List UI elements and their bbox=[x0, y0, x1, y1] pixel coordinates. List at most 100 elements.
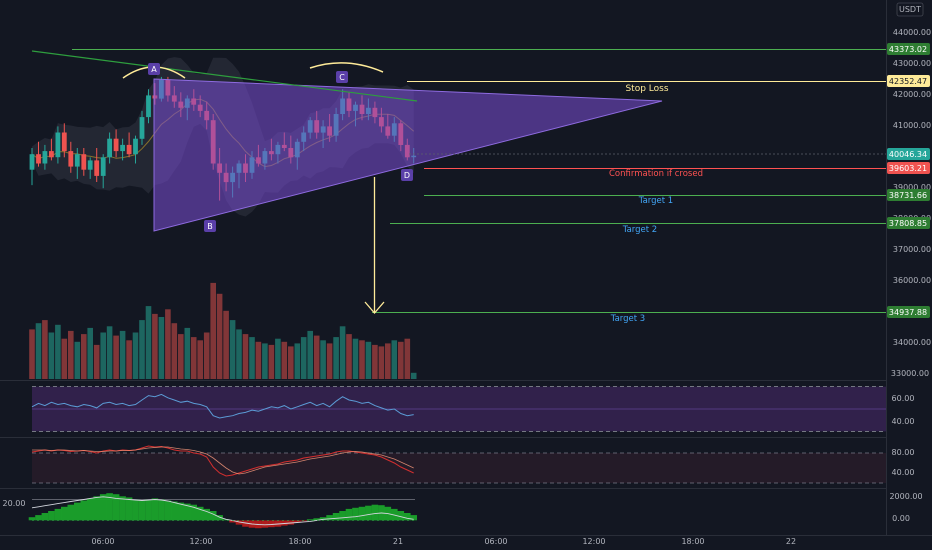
volume-bar bbox=[268, 344, 275, 379]
volume-bar bbox=[249, 337, 255, 379]
time-tick: 21 bbox=[393, 537, 403, 546]
target1-label: Target 1 bbox=[638, 196, 673, 206]
time-tick: 18:00 bbox=[681, 537, 704, 546]
candle-body bbox=[29, 154, 35, 170]
currency-label: USDT bbox=[899, 5, 921, 14]
macd-histogram-bar bbox=[352, 507, 359, 521]
candle-body bbox=[87, 160, 93, 170]
confirmation-label: Confirmation if crosed bbox=[609, 169, 703, 179]
volume-bar bbox=[300, 337, 307, 379]
rsi-line bbox=[31, 393, 414, 419]
price-tick: 42000.00 bbox=[893, 90, 931, 99]
volume-bar bbox=[74, 341, 81, 379]
macd-histogram-bar bbox=[151, 498, 159, 521]
price-tag-confirm bbox=[887, 162, 930, 174]
point-c-badge: C bbox=[336, 71, 348, 83]
candle-body bbox=[81, 154, 87, 170]
stoch-tick: 80.00 bbox=[892, 448, 915, 457]
macd-histogram-bar bbox=[61, 506, 68, 521]
macd-histogram-bar bbox=[67, 504, 75, 521]
macd-histogram-bar bbox=[112, 494, 120, 521]
macd-histogram-bar bbox=[404, 513, 411, 521]
price-tick: 41000.00 bbox=[893, 121, 931, 130]
volume-bar bbox=[359, 340, 365, 380]
macd-histogram-bar bbox=[138, 500, 146, 521]
candle-body bbox=[107, 138, 112, 158]
grid bbox=[0, 0, 932, 536]
macd-histogram-bar bbox=[313, 518, 320, 521]
price-axis[interactable]: USDT 44000.00 43000.00 42000.00 41000.00… bbox=[887, 2, 931, 378]
volume-bar bbox=[113, 335, 119, 379]
candle-body bbox=[36, 154, 41, 164]
price-tag-target2-text: 37808.85 bbox=[889, 219, 927, 228]
macd-histogram-bar bbox=[80, 500, 88, 521]
macd-histogram-bar bbox=[132, 499, 139, 521]
macd-histogram-bar bbox=[171, 501, 178, 521]
volume-bar bbox=[398, 341, 404, 379]
rsi-tick: 60.00 bbox=[892, 394, 915, 403]
macd-histogram-bar bbox=[261, 520, 269, 528]
price-tag-confirm-text: 39603.21 bbox=[889, 164, 927, 173]
time-tick: 18:00 bbox=[288, 537, 311, 546]
candle-body bbox=[74, 154, 80, 167]
macd-histogram-bar bbox=[222, 519, 230, 521]
volume-bar bbox=[93, 344, 100, 379]
volume-bar bbox=[145, 306, 152, 379]
candle-body bbox=[120, 144, 125, 152]
volume-bar bbox=[171, 323, 178, 379]
volume-bar bbox=[184, 327, 191, 379]
volume-bar bbox=[391, 340, 398, 380]
volume-bar bbox=[100, 332, 106, 379]
price-tag-target1 bbox=[887, 189, 930, 201]
stoch-k-line bbox=[31, 445, 414, 477]
volume-bar bbox=[61, 338, 68, 379]
volume-bar bbox=[132, 332, 139, 379]
price-tag-43373 bbox=[887, 43, 930, 55]
volume-bar bbox=[152, 313, 158, 379]
candle-body bbox=[146, 95, 151, 118]
candle-body bbox=[126, 144, 132, 155]
volume-bar bbox=[165, 309, 171, 380]
stoch-tick: 40.00 bbox=[892, 468, 915, 477]
macd-histogram-bar bbox=[93, 496, 100, 521]
volume-bar bbox=[139, 320, 145, 379]
macd-histogram-bar bbox=[365, 505, 372, 521]
volume-bar bbox=[262, 343, 268, 379]
volume-bar bbox=[275, 338, 281, 379]
time-axis[interactable]: 06:00 12:00 18:00 21 06:00 12:00 18:00 2… bbox=[91, 537, 796, 546]
price-tag-current bbox=[887, 148, 930, 160]
price-tag-target2 bbox=[887, 217, 930, 229]
volume-bar bbox=[333, 337, 339, 379]
time-tick: 12:00 bbox=[189, 537, 212, 546]
macd-histogram-bar bbox=[106, 493, 113, 521]
macd-histogram-bar bbox=[326, 515, 333, 521]
macd-histogram-bar bbox=[145, 499, 152, 521]
candle-body bbox=[133, 138, 138, 155]
macd-histogram-bar bbox=[74, 502, 81, 521]
target-arrow-head bbox=[364, 301, 385, 314]
volume-bar bbox=[339, 326, 346, 379]
price-tick: 44000.00 bbox=[893, 28, 931, 37]
point-d-text: D bbox=[404, 171, 410, 180]
macd-tick: 2000.00 bbox=[889, 492, 922, 501]
volume-bar bbox=[55, 324, 61, 380]
price-tick: 36000.00 bbox=[893, 276, 931, 285]
currency-box bbox=[896, 2, 924, 17]
volume-bar bbox=[35, 323, 42, 379]
candle-body bbox=[55, 132, 61, 158]
price-tag-target3-text: 34937.88 bbox=[889, 308, 927, 317]
price-tag-target1-text: 38731.66 bbox=[889, 191, 927, 200]
price-tick: 39000.00 bbox=[893, 183, 931, 192]
time-tick: 12:00 bbox=[582, 537, 605, 546]
volume-bar bbox=[119, 330, 126, 379]
macd-histogram-bar bbox=[332, 513, 340, 521]
volume-bars bbox=[29, 282, 417, 380]
volume-bar bbox=[223, 310, 229, 379]
macd-histogram-bar bbox=[41, 513, 49, 521]
macd-histogram-bar bbox=[339, 511, 346, 521]
macd-histogram-bar bbox=[281, 520, 288, 526]
macd-histogram-bar bbox=[345, 508, 353, 521]
macd-histogram-bar bbox=[242, 520, 249, 527]
volume-bar bbox=[255, 341, 262, 379]
